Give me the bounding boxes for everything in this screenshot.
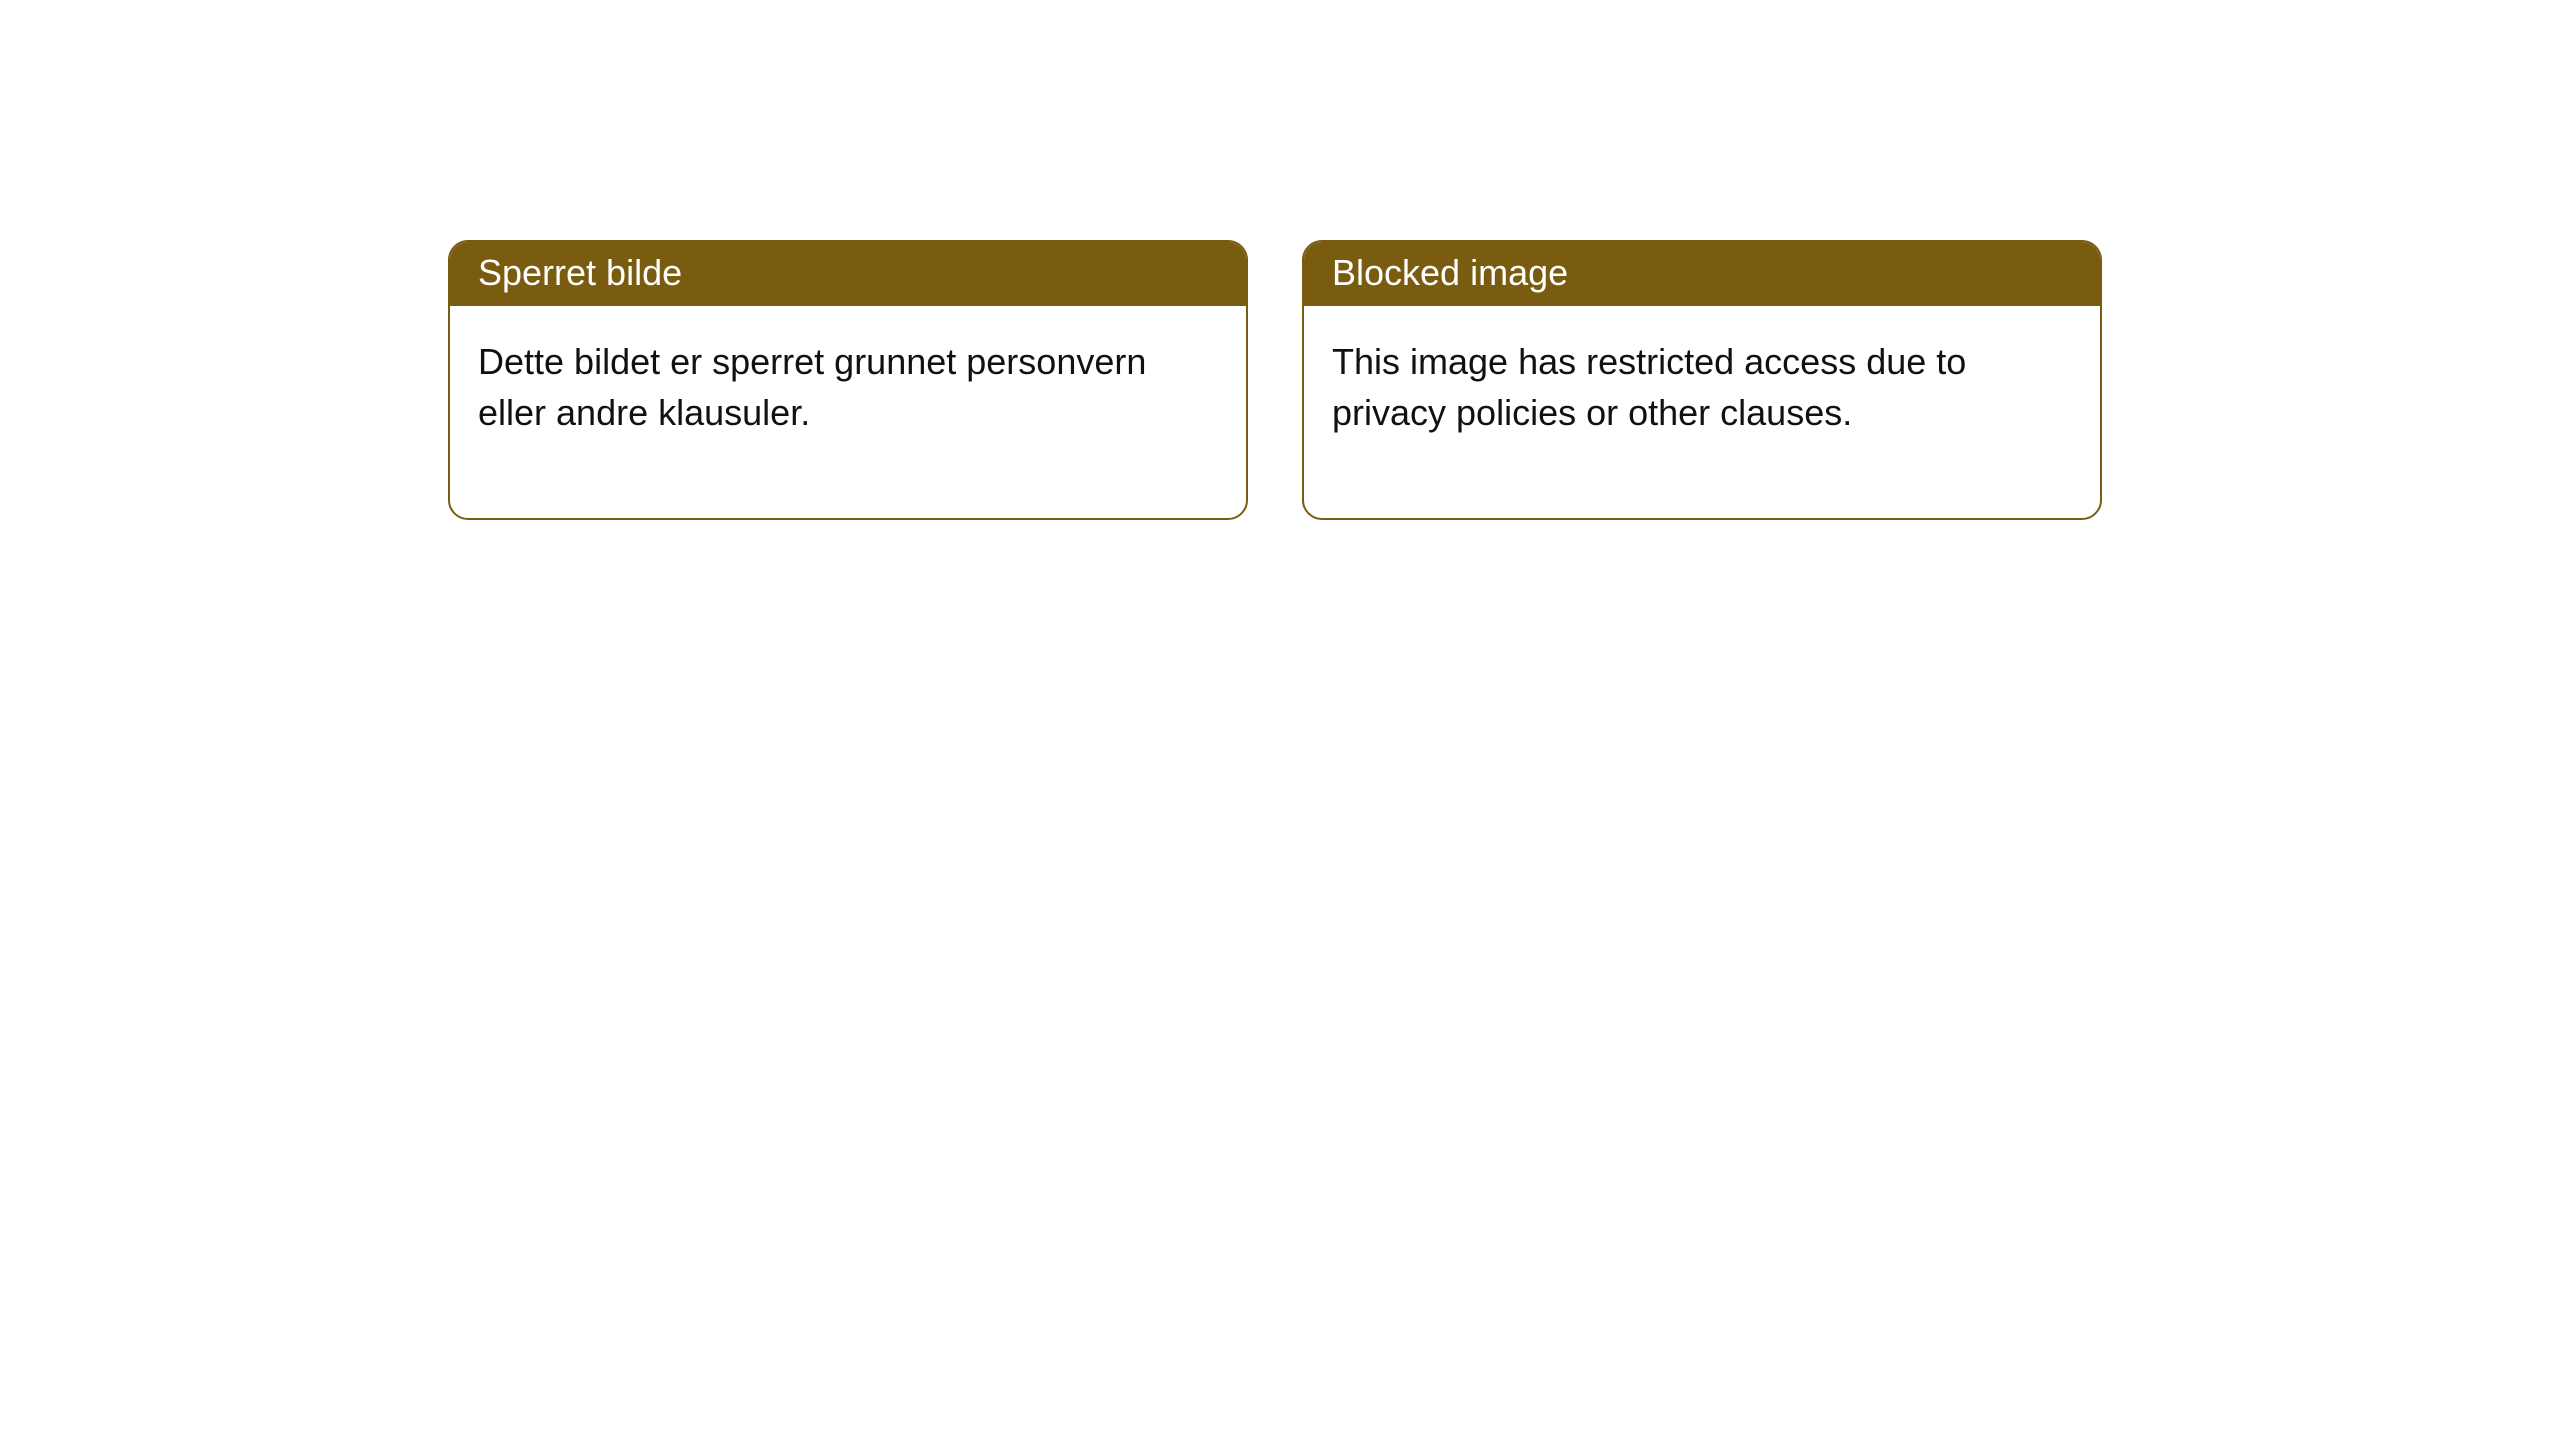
notice-title-en: Blocked image xyxy=(1304,242,2100,306)
notice-card-no: Sperret bilde Dette bildet er sperret gr… xyxy=(448,240,1248,520)
notice-body-no: Dette bildet er sperret grunnet personve… xyxy=(450,306,1246,518)
notice-title-no: Sperret bilde xyxy=(450,242,1246,306)
notice-card-en: Blocked image This image has restricted … xyxy=(1302,240,2102,520)
notice-body-en: This image has restricted access due to … xyxy=(1304,306,2100,518)
notice-container: Sperret bilde Dette bildet er sperret gr… xyxy=(448,240,2102,520)
